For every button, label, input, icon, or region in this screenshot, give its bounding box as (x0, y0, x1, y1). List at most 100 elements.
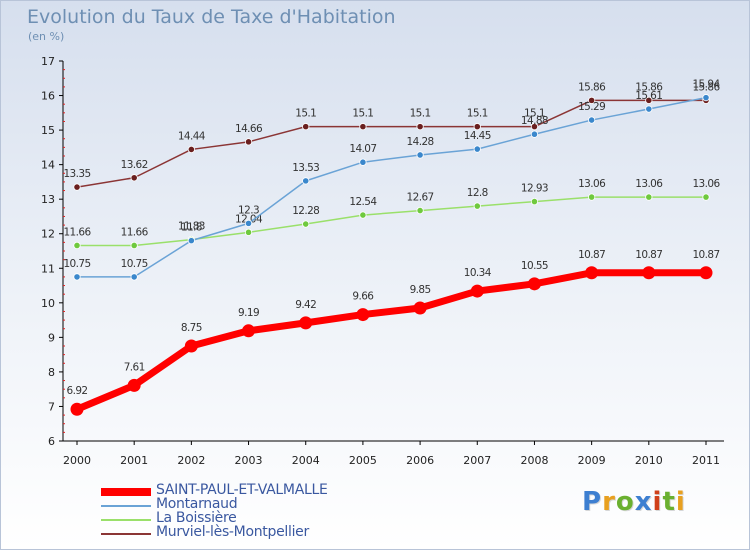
data-label-la-boissi-re: 11.83 (178, 221, 205, 233)
data-point-murviel-l-s-montpellier (244, 138, 253, 146)
legend-swatch (101, 488, 151, 496)
data-point-murviel-l-s-montpellier (588, 96, 596, 104)
data-point-murviel-l-s-montpellier (473, 123, 481, 131)
data-point-la-boissi-re (359, 211, 367, 219)
legend-swatch (101, 505, 151, 507)
y-tick-label: 10 (41, 297, 55, 310)
logo-letter: i (675, 487, 686, 517)
series-line-montarnaud (76, 96, 707, 278)
data-point-la-boissi-re (302, 220, 310, 228)
data-label-la-boissi-re: 13.06 (692, 178, 720, 190)
data-point-la-boissi-re (244, 228, 253, 236)
data-point-saint-paul-et-valmalle (70, 402, 84, 416)
data-point-murviel-l-s-montpellier (416, 123, 424, 131)
data-label-murviel-l-s-montpellier: 15.1 (295, 108, 316, 120)
data-point-la-boissi-re (473, 202, 481, 210)
data-point-murviel-l-s-montpellier (130, 174, 138, 182)
y-tick-label: 14 (41, 159, 55, 172)
data-point-murviel-l-s-montpellier (302, 123, 310, 131)
data-point-la-boissi-re (645, 193, 653, 201)
x-tick-label: 2008 (520, 454, 548, 467)
logo-letter: t (662, 487, 676, 517)
x-tick-label: 2007 (463, 454, 491, 467)
data-point-montarnaud (473, 145, 481, 153)
data-label-la-boissi-re: 12.04 (235, 213, 263, 225)
data-label-montarnaud: 14.07 (349, 143, 376, 155)
data-label-murviel-l-s-montpellier: 13.35 (63, 168, 90, 180)
x-tick-label: 2002 (177, 454, 205, 467)
data-point-montarnaud (73, 273, 81, 281)
data-label-saint-paul-et-valmalle: 9.42 (295, 299, 316, 311)
data-point-montarnaud (302, 177, 310, 185)
data-point-murviel-l-s-montpellier (187, 145, 195, 154)
y-tick-label: 8 (48, 366, 55, 379)
logo-letter: P (582, 487, 603, 517)
data-label-saint-paul-et-valmalle: 10.87 (578, 249, 605, 261)
data-label-montarnaud: 14.88 (521, 115, 548, 127)
data-label-murviel-l-s-montpellier: 15.86 (578, 81, 606, 93)
data-label-murviel-l-s-montpellier: 15.1 (352, 108, 373, 120)
logo-letter: x (634, 487, 653, 517)
data-label-montarnaud: 14.28 (407, 136, 434, 148)
data-label-montarnaud: 15.29 (578, 101, 605, 113)
data-point-murviel-l-s-montpellier (73, 183, 81, 191)
unit-label: (en %) (28, 30, 65, 43)
data-label-murviel-l-s-montpellier: 15.1 (467, 108, 488, 120)
data-label-montarnaud: 15.61 (635, 90, 662, 102)
legend-swatch (101, 533, 151, 535)
legend-label: Murviel-lès-Montpellier (156, 524, 309, 540)
data-label-murviel-l-s-montpellier: 15.86 (635, 81, 663, 93)
data-label-la-boissi-re: 12.8 (467, 187, 488, 199)
data-label-saint-paul-et-valmalle: 6.92 (67, 385, 88, 397)
legend-label: SAINT-PAUL-ET-VALMALLE (156, 482, 328, 498)
data-label-murviel-l-s-montpellier: 13.62 (121, 159, 148, 171)
data-label-montarnaud: 14.45 (464, 130, 491, 142)
data-label-saint-paul-et-valmalle: 10.55 (521, 260, 548, 272)
data-label-la-boissi-re: 12.54 (349, 196, 377, 208)
x-tick-label: 2010 (635, 454, 663, 467)
data-point-la-boissi-re (702, 193, 710, 201)
data-point-la-boissi-re (530, 198, 539, 206)
data-point-montarnaud (702, 94, 710, 102)
y-tick-label: 7 (48, 400, 55, 413)
data-point-montarnaud (416, 151, 424, 159)
legend-swatch (101, 519, 151, 521)
legend-label: La Boissière (156, 510, 237, 526)
data-point-la-boissi-re (130, 241, 138, 250)
data-label-murviel-l-s-montpellier: 14.66 (235, 123, 263, 135)
x-tick-label: 2004 (292, 454, 320, 467)
data-point-saint-paul-et-valmalle (642, 266, 656, 280)
logo-letter: r (602, 487, 616, 517)
data-label-la-boissi-re: 13.06 (578, 178, 606, 190)
data-point-saint-paul-et-valmalle (184, 339, 198, 353)
series-line-murviel-l-s-montpellier (76, 99, 707, 188)
data-point-murviel-l-s-montpellier (645, 96, 653, 104)
data-label-saint-paul-et-valmalle: 9.66 (352, 291, 374, 303)
data-label-montarnaud: 13.53 (292, 162, 319, 174)
data-point-murviel-l-s-montpellier (530, 123, 539, 131)
data-label-montarnaud: 11.8 (181, 222, 202, 234)
data-point-saint-paul-et-valmalle (585, 266, 599, 280)
data-point-saint-paul-et-valmalle (299, 316, 313, 330)
data-label-la-boissi-re: 12.28 (292, 205, 319, 217)
data-label-la-boissi-re: 13.06 (635, 178, 663, 190)
data-label-saint-paul-et-valmalle: 10.87 (635, 249, 662, 261)
y-tick-label: 6 (48, 435, 55, 448)
x-tick-label: 2011 (692, 454, 720, 467)
x-tick-label: 2000 (63, 454, 91, 467)
data-point-montarnaud (130, 273, 138, 281)
data-label-la-boissi-re: 11.66 (121, 226, 149, 238)
series-line-saint-paul-et-valmalle (73, 269, 710, 413)
data-point-saint-paul-et-valmalle (356, 308, 370, 322)
data-label-montarnaud: 12.3 (238, 204, 259, 216)
data-label-murviel-l-s-montpellier: 14.44 (178, 130, 206, 142)
data-label-montarnaud: 10.75 (121, 258, 148, 270)
data-label-murviel-l-s-montpellier: 15.1 (524, 108, 545, 120)
data-label-montarnaud: 15.94 (692, 79, 720, 91)
data-point-montarnaud (530, 130, 539, 138)
data-label-saint-paul-et-valmalle: 10.34 (464, 267, 492, 279)
data-label-la-boissi-re: 12.93 (521, 183, 548, 195)
data-label-montarnaud: 10.75 (63, 258, 90, 270)
